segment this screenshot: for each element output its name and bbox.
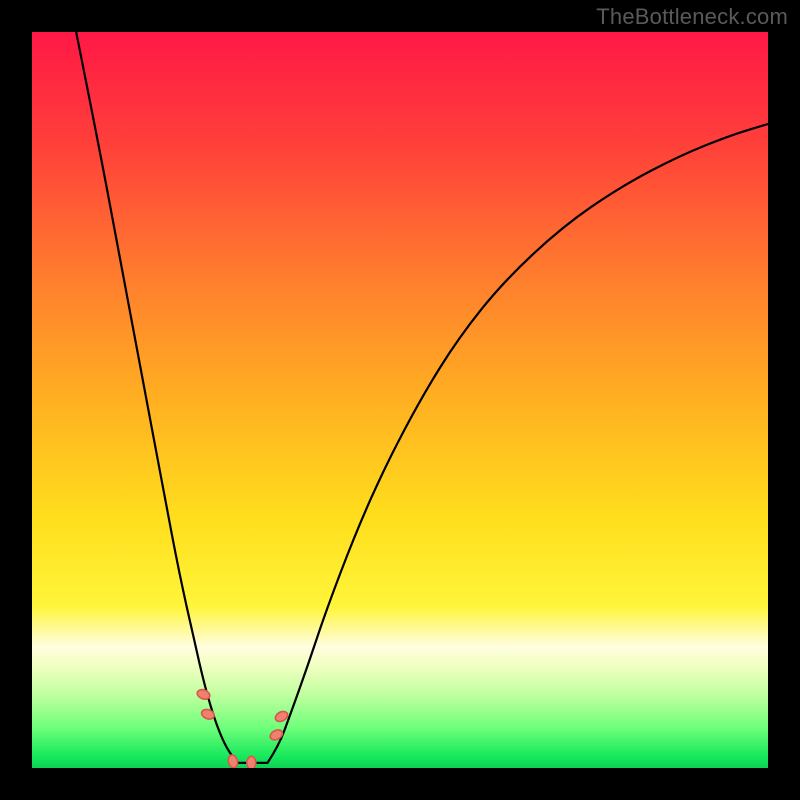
chart-frame: TheBottleneck.com xyxy=(0,0,800,800)
curve-marker xyxy=(247,756,256,768)
chart-background xyxy=(32,32,768,768)
plot-area xyxy=(32,32,768,768)
watermark-label: TheBottleneck.com xyxy=(596,4,788,30)
chart-svg xyxy=(32,32,768,768)
